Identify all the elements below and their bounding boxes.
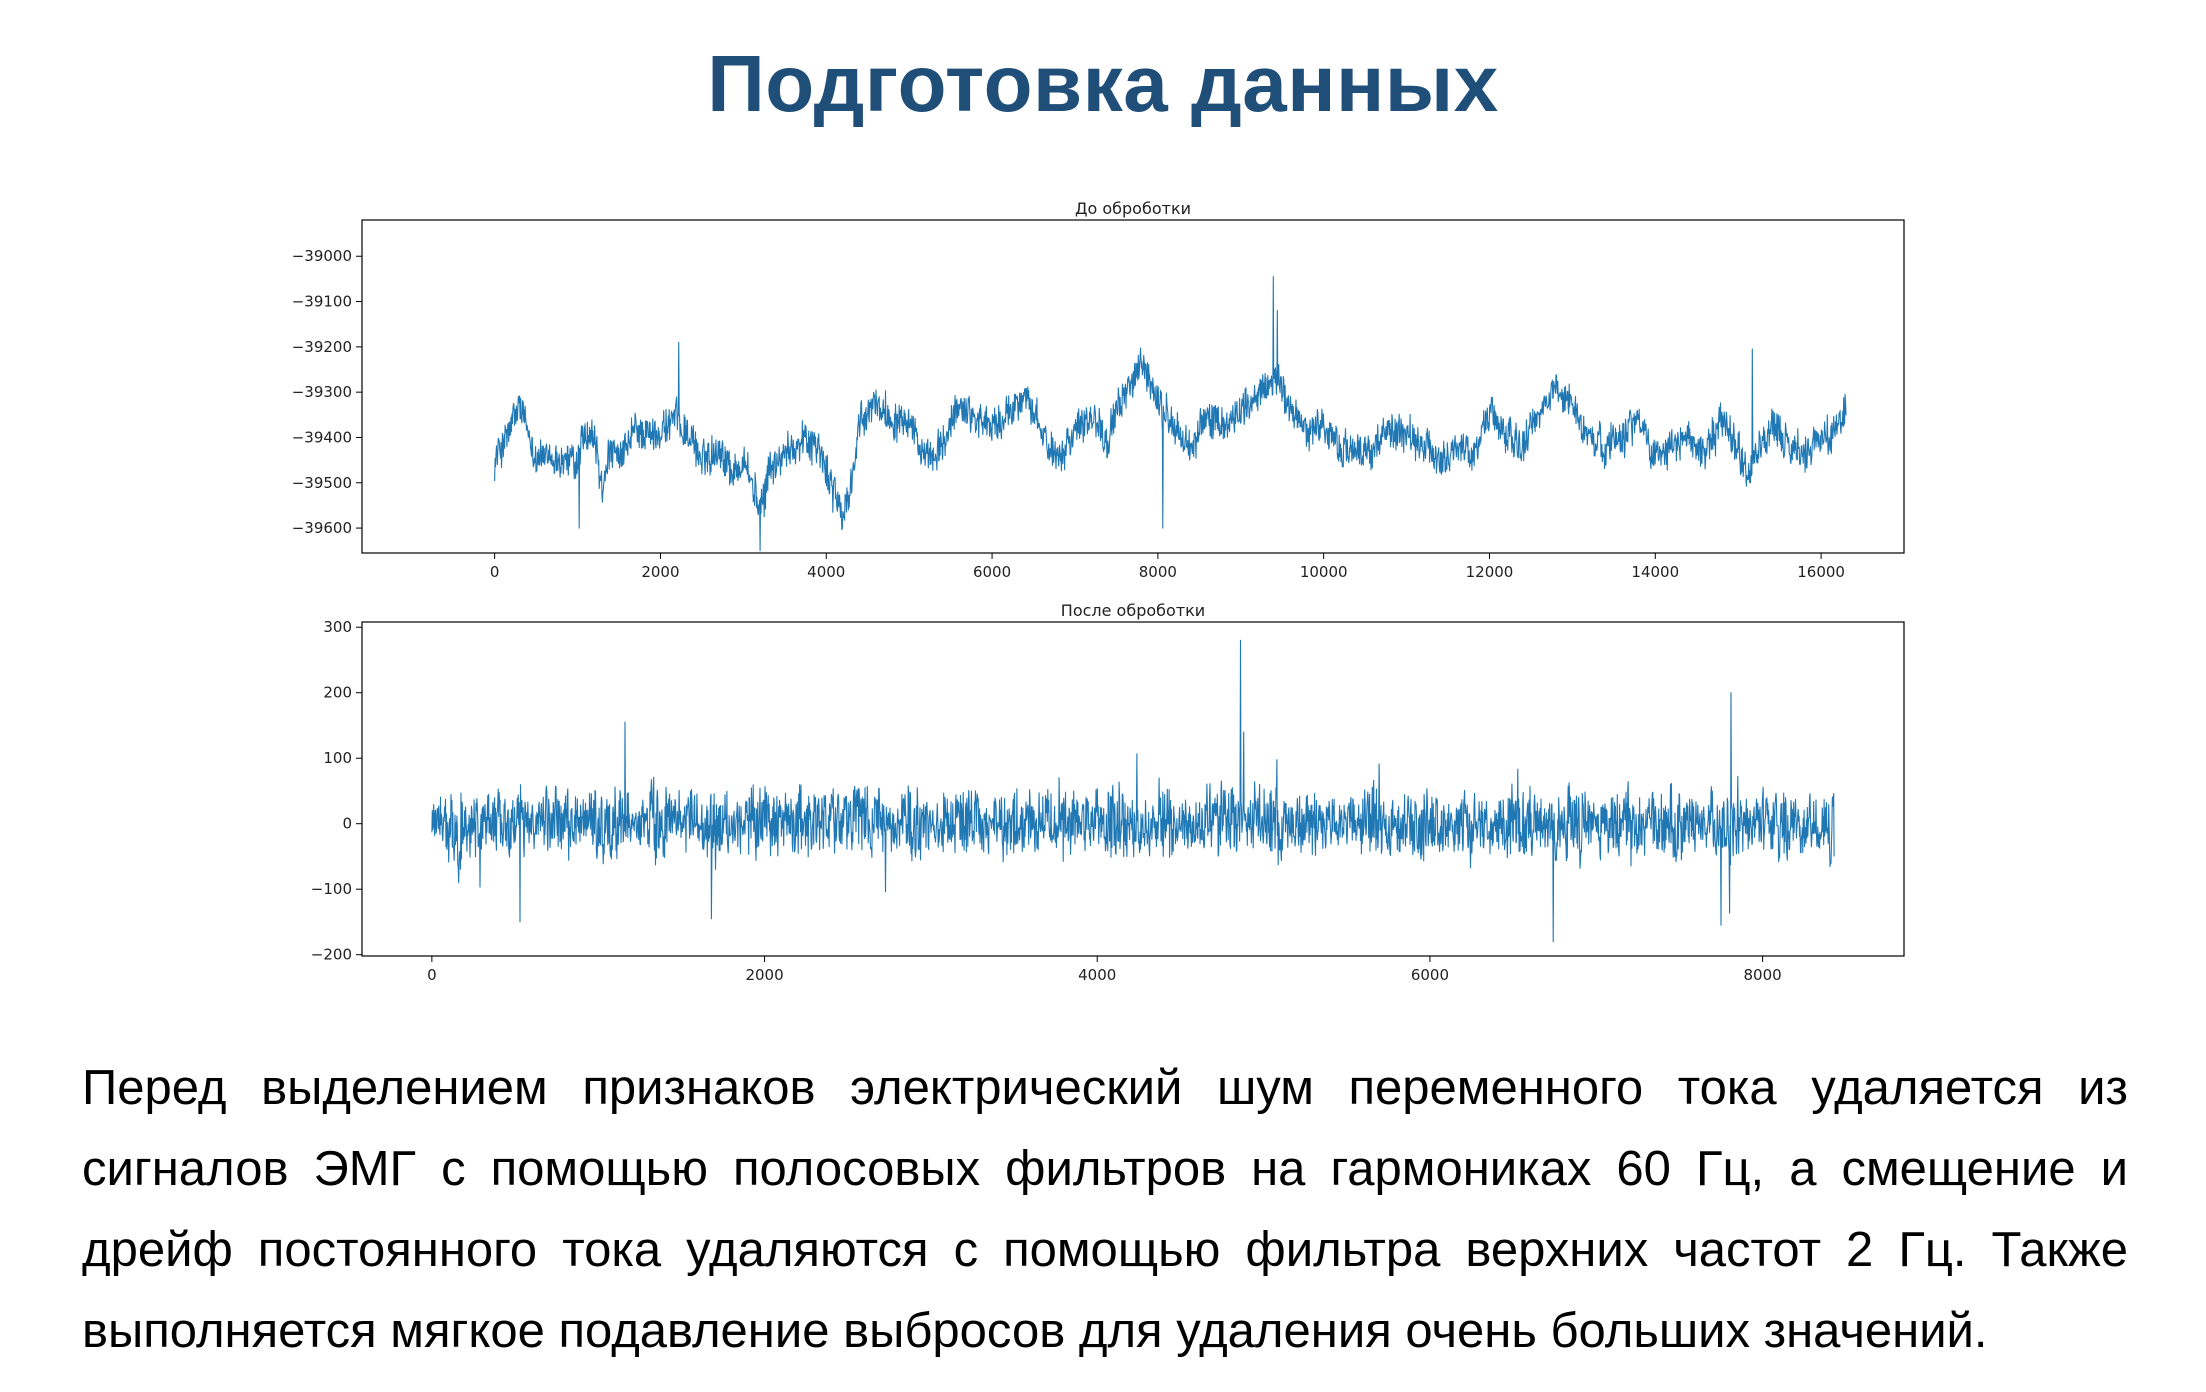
slide-body-text: Перед выделением признаков электрический…	[82, 1061, 2128, 1358]
x-tick-label: 0	[490, 563, 500, 581]
x-tick-label: 12000	[1466, 563, 1514, 581]
x-tick-label: 4000	[807, 563, 845, 581]
x-tick-label: 0	[427, 966, 437, 984]
plot-frame	[361, 621, 1905, 957]
x-tick-label: 6000	[1411, 966, 1449, 984]
chart-title: До оброботки	[1075, 199, 1191, 218]
signal-series-line	[494, 276, 1847, 552]
y-tick-label: 100	[323, 749, 352, 767]
x-tick-label: 8000	[1139, 563, 1177, 581]
plot-frame	[361, 219, 1905, 554]
x-tick-label: 16000	[1797, 563, 1845, 581]
x-tick-label: 10000	[1300, 563, 1348, 581]
x-tick-label: 14000	[1631, 563, 1679, 581]
signal-series-line	[431, 639, 1835, 943]
x-tick-label: 4000	[1078, 966, 1116, 984]
y-tick-label: 0	[342, 815, 352, 833]
y-tick-label: −39600	[292, 519, 352, 537]
y-tick-label: −39400	[292, 428, 352, 446]
y-tick-label: −39000	[292, 247, 352, 265]
chart-after-processing: После оброботки 0 2000 4000 6000 8000 300 200 10…	[311, 601, 1905, 984]
x-tick-label: 6000	[973, 563, 1011, 581]
slide-title: Подготовка данных	[707, 39, 1499, 128]
y-tick-label: 300	[323, 618, 352, 636]
y-tick-label: −39200	[292, 338, 352, 356]
x-tick-label: 2000	[641, 563, 679, 581]
y-tick-label: −39500	[292, 474, 352, 492]
chart-title: После оброботки	[1061, 601, 1205, 620]
chart-before-processing: До оброботки 0 2000 4000 6000 8000 10000 12000 1…	[292, 199, 1905, 581]
y-tick-label: −39300	[292, 383, 352, 401]
y-tick-label: 200	[323, 684, 352, 702]
y-tick-label: −100	[311, 880, 352, 898]
y-tick-label: −200	[311, 946, 352, 964]
x-tick-label: 2000	[745, 966, 783, 984]
x-tick-label: 8000	[1744, 966, 1782, 984]
y-tick-label: −39100	[292, 293, 352, 311]
